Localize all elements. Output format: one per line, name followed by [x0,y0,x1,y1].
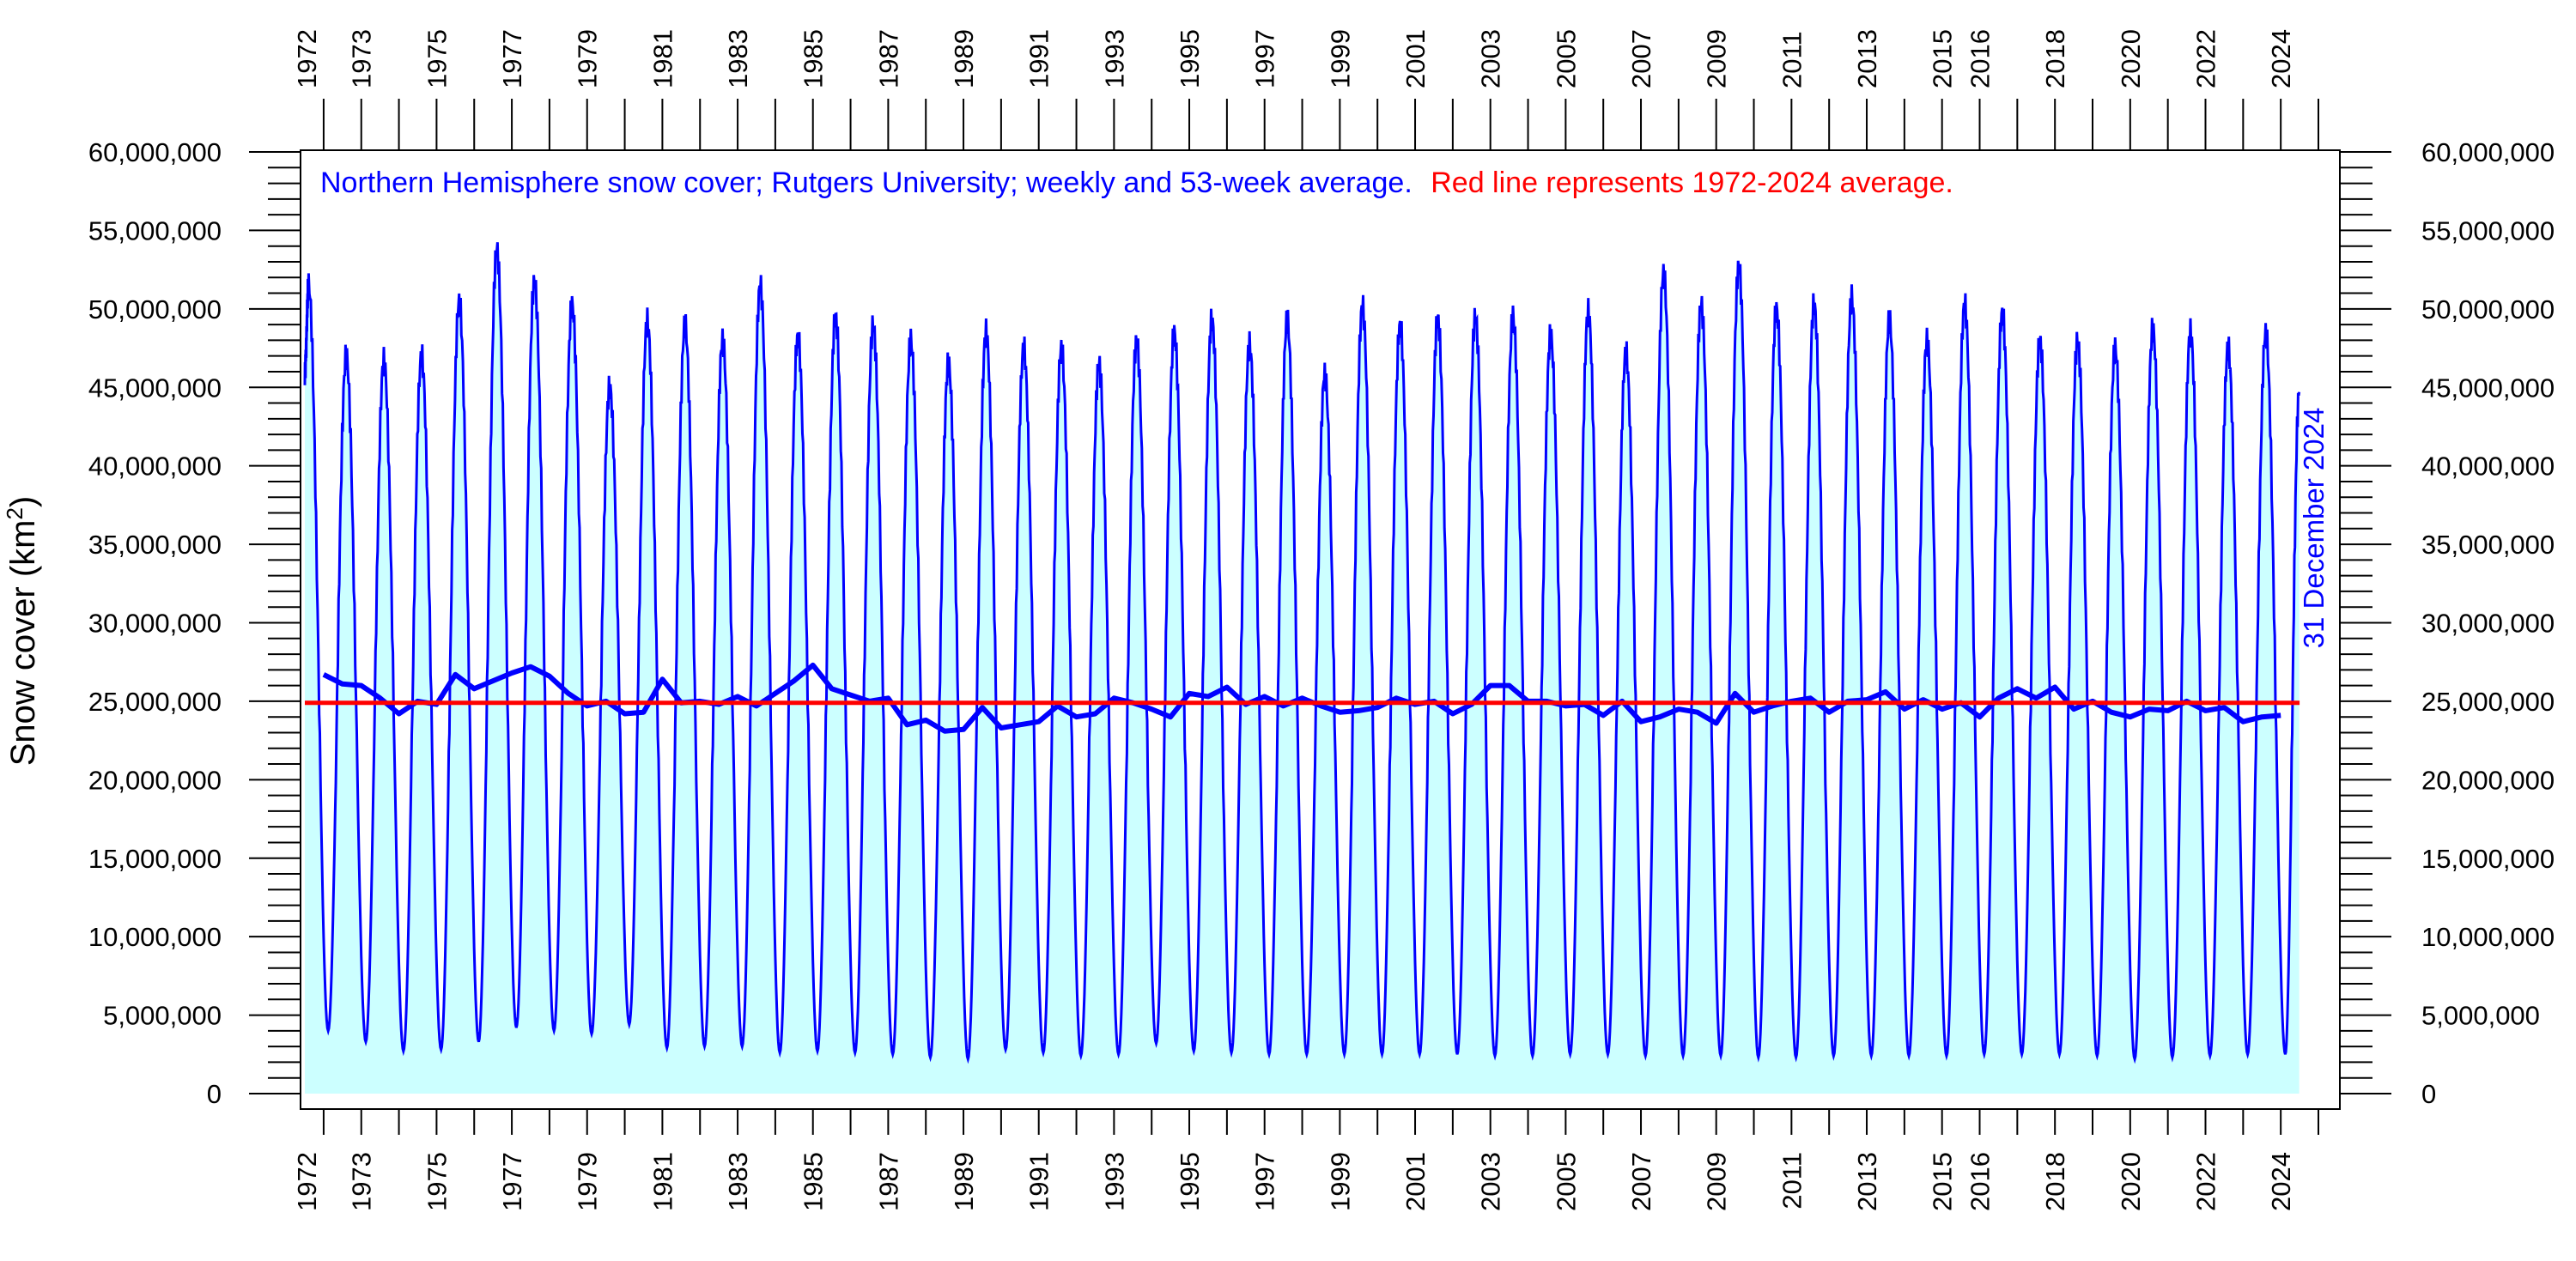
x-tick-label-top: 2003 [1476,29,1506,88]
x-tick-label-top: 1981 [647,29,677,88]
x-tick-label-top: 1999 [1325,29,1355,88]
y-tick-label-left: 5,000,000 [103,1001,222,1031]
y-axis-title-sup: 2 [2,507,27,519]
chart-title-blue: Northern Hemisphere snow cover; Rutgers … [320,167,1413,199]
y-axis-title: Snow cover (km2) [2,496,42,767]
x-tick-label-bottom: 2011 [1777,1152,1807,1209]
x-tick-label-bottom: 1985 [799,1152,829,1211]
x-tick-label-bottom: 1979 [573,1152,603,1211]
x-tick-label-top: 1995 [1175,29,1205,88]
x-tick-label-bottom: 2018 [2040,1152,2070,1211]
y-tick-label-right: 60,000,000 [2421,137,2555,167]
x-tick-label-bottom: 2024 [2266,1152,2296,1211]
x-tick-label-top: 1993 [1099,29,1129,88]
x-tick-label-bottom: 2001 [1400,1152,1431,1211]
x-tick-label-top: 1979 [573,29,603,88]
x-tick-label-bottom: 2015 [1928,1152,1958,1211]
axis-ticks: 0 0 5,000,000 5,000,000 10,000,000 10,000,000… [88,29,2555,1211]
y-tick-label-right: 0 [2421,1079,2436,1109]
x-tick-label-bottom: 1972 [292,1152,322,1211]
x-tick-label-bottom: 2009 [1702,1152,1732,1211]
chart-subtitle-red: Red line represents 1972-2024 average. [1431,167,1953,199]
y-tick-label-right: 25,000,000 [2421,687,2555,717]
plot-frame [300,149,2341,1110]
y-tick-label-left: 30,000,000 [88,609,222,639]
x-tick-label-top: 2013 [1852,29,1882,88]
y-tick-label-right: 45,000,000 [2421,373,2555,403]
x-tick-label-top: 1985 [799,29,829,88]
x-tick-label-bottom: 2016 [1965,1152,1996,1211]
y-tick-label-right: 35,000,000 [2421,530,2555,560]
x-tick-label-top: 1991 [1024,29,1054,88]
x-tick-label-bottom: 1977 [497,1152,527,1211]
x-tick-label-bottom: 2003 [1476,1152,1506,1211]
y-tick-label-right: 55,000,000 [2421,215,2555,246]
x-tick-label-bottom: 1999 [1325,1152,1355,1211]
x-tick-label-bottom: 1995 [1175,1152,1205,1211]
x-tick-label-top: 1973 [347,29,377,88]
x-tick-label-top: 2005 [1551,29,1581,88]
y-tick-label-left: 60,000,000 [88,137,222,167]
y-tick-label-right: 40,000,000 [2421,452,2555,482]
end-date-annotation: 31 December 2024 [2298,408,2330,649]
x-tick-label-bottom: 2020 [2116,1152,2146,1211]
y-tick-label-left: 15,000,000 [88,844,222,874]
x-tick-label-top: 2011 [1777,31,1807,88]
y-tick-label-left: 55,000,000 [88,215,222,246]
y-tick-label-left: 25,000,000 [88,687,222,717]
y-tick-label-left: 20,000,000 [88,765,222,795]
x-tick-label-bottom: 1983 [723,1152,753,1211]
x-tick-label-bottom: 1991 [1024,1152,1054,1211]
weekly-snow-cover-area [305,242,2300,1094]
y-tick-label-left: 45,000,000 [88,373,222,403]
y-tick-label-left: 40,000,000 [88,452,222,482]
x-tick-label-bottom: 2007 [1626,1152,1656,1211]
x-tick-label-top: 2022 [2191,29,2221,88]
x-tick-label-top: 1989 [949,29,979,88]
x-tick-label-top: 2001 [1400,29,1431,88]
x-tick-label-bottom: 1981 [647,1152,677,1211]
y-tick-label-right: 20,000,000 [2421,765,2555,795]
x-tick-label-bottom: 1975 [422,1152,452,1211]
x-tick-label-top: 2020 [2116,29,2146,88]
x-tick-label-top: 2009 [1702,29,1732,88]
y-tick-label-left: 0 [207,1079,222,1109]
weekly-snow-cover-line [303,242,2301,1064]
x-tick-label-top: 1997 [1250,29,1280,88]
y-axis-title-main: Snow cover (km [4,520,42,767]
x-tick-label-bottom: 1987 [873,1152,903,1211]
x-tick-label-top: 1983 [723,29,753,88]
x-tick-label-bottom: 2022 [2191,1152,2221,1211]
x-tick-label-bottom: 2005 [1551,1152,1581,1211]
x-tick-label-top: 2024 [2266,29,2296,88]
x-tick-label-bottom: 2013 [1852,1152,1882,1211]
x-tick-label-bottom: 1989 [949,1152,979,1211]
x-tick-label-top: 1975 [422,29,452,88]
y-tick-label-right: 15,000,000 [2421,844,2555,874]
x-tick-label-bottom: 1997 [1250,1152,1280,1211]
x-tick-label-top: 1987 [873,29,903,88]
x-tick-label-bottom: 1993 [1099,1152,1129,1211]
y-tick-label-right: 50,000,000 [2421,294,2555,324]
chart-title: Northern Hemisphere snow cover; Rutgers … [320,167,1953,199]
plot-area [303,242,2301,1094]
y-tick-label-left: 10,000,000 [88,922,222,952]
x-tick-label-top: 2015 [1928,29,1958,88]
x-tick-label-top: 1977 [497,29,527,88]
x-tick-label-top: 1972 [292,29,322,88]
x-tick-label-top: 2007 [1626,29,1656,88]
y-tick-label-right: 10,000,000 [2421,922,2555,952]
y-tick-label-right: 30,000,000 [2421,609,2555,639]
x-tick-label-top: 2016 [1965,29,1996,88]
x-tick-label-bottom: 1973 [347,1152,377,1211]
y-tick-label-left: 50,000,000 [88,294,222,324]
y-axis-title-close: ) [4,496,42,507]
y-tick-label-right: 5,000,000 [2421,1001,2540,1031]
y-tick-label-left: 35,000,000 [88,530,222,560]
x-tick-label-top: 2018 [2040,29,2070,88]
